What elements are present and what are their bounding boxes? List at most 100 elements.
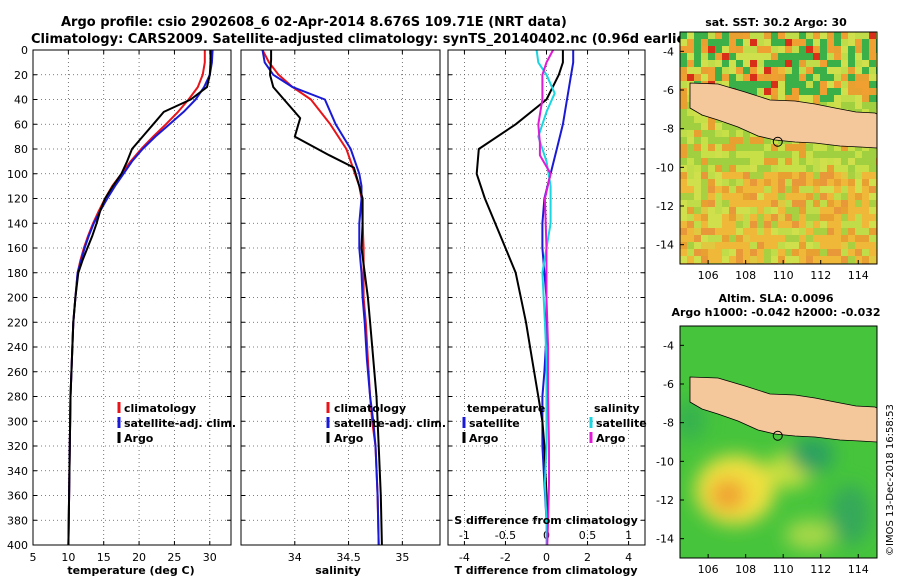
sst-cell (848, 207, 855, 214)
sst-cell (701, 221, 708, 228)
sst-cell (680, 242, 687, 249)
sst-cell (792, 249, 799, 256)
sst-cell (806, 67, 813, 74)
sst-cell (813, 95, 820, 102)
watermark: ©IMOS 13-Dec-2018 16:58:53 (885, 404, 896, 556)
sst-cell (722, 151, 729, 158)
sst-cell (806, 242, 813, 249)
sst-cell (834, 88, 841, 95)
x-tick-label: 15 (97, 551, 111, 564)
sst-cell (834, 74, 841, 81)
sst-cell (687, 228, 694, 235)
y-tick-label: 380 (7, 514, 28, 527)
sst-cell (820, 39, 827, 46)
sst-cell (855, 242, 862, 249)
sst-cell (771, 200, 778, 207)
sst-cell (743, 165, 750, 172)
sst-cell (848, 151, 855, 158)
map-y-tick-label: -8 (663, 123, 674, 136)
sst-cell (862, 165, 869, 172)
temperature-xlabel: temperature (deg C) (67, 564, 194, 577)
sst-cell (764, 60, 771, 67)
sst-cell (750, 242, 757, 249)
sst-cell (771, 53, 778, 60)
map-x-tick-label: 108 (735, 563, 756, 576)
sst-cell (806, 172, 813, 179)
sst-cell (848, 88, 855, 95)
sst-cell (736, 151, 743, 158)
sst-cell (750, 144, 757, 151)
sst-cell (806, 144, 813, 151)
map-y-tick-label: -6 (663, 84, 674, 97)
sst-cell (729, 74, 736, 81)
sst-cell (862, 214, 869, 221)
sst-cell (771, 67, 778, 74)
sst-cell (806, 32, 813, 39)
sst-cell (715, 207, 722, 214)
sst-cell (869, 214, 876, 221)
sst-cell (680, 88, 687, 95)
sst-cell (799, 60, 806, 67)
sst-cell (736, 137, 743, 144)
sst-cell (862, 88, 869, 95)
x-tick-label: 34.5 (336, 551, 361, 564)
sst-cell (869, 32, 876, 39)
sst-cell (757, 179, 764, 186)
sst-cell (708, 207, 715, 214)
sst-cell (841, 67, 848, 74)
y-tick-label: 340 (7, 465, 28, 478)
legend-label-satellite: satellite-adj. clim. (334, 417, 446, 430)
sst-cell (687, 165, 694, 172)
sst-cell (764, 207, 771, 214)
sst-cell (792, 165, 799, 172)
sst-cell (764, 67, 771, 74)
sst-cell (827, 172, 834, 179)
sst-cell (701, 165, 708, 172)
sst-cell (827, 235, 834, 242)
sst-cell (764, 235, 771, 242)
sst-cell (757, 32, 764, 39)
sst-cell (841, 179, 848, 186)
sst-cell (813, 88, 820, 95)
map-x-tick-label: 110 (773, 563, 794, 576)
sst-cell (750, 46, 757, 53)
sst-cell (785, 46, 792, 53)
y-tick-label: 220 (7, 316, 28, 329)
sst-cell (708, 214, 715, 221)
sst-cell (869, 235, 876, 242)
sst-cell (708, 67, 715, 74)
sst-cell (722, 221, 729, 228)
sst-cell (792, 158, 799, 165)
sst-cell (757, 228, 764, 235)
sst-cell (757, 256, 764, 263)
sst-cell (680, 214, 687, 221)
sst-cell (715, 165, 722, 172)
sst-cell (680, 102, 687, 109)
sst-cell (834, 144, 841, 151)
sst-cell (694, 242, 701, 249)
sst-cell (841, 81, 848, 88)
sst-cell (778, 32, 785, 39)
sst-cell (708, 46, 715, 53)
sst-cell (750, 32, 757, 39)
sst-cell (764, 165, 771, 172)
sst-cell (869, 102, 876, 109)
sst-cell (743, 39, 750, 46)
top-tick-label: -0.5 (495, 529, 516, 542)
sst-cell (841, 53, 848, 60)
sst-cell (785, 200, 792, 207)
sst-cell (771, 32, 778, 39)
sst-cell (792, 67, 799, 74)
sst-cell (855, 172, 862, 179)
sst-cell (855, 221, 862, 228)
sst-cell (708, 116, 715, 123)
sst-cell (708, 53, 715, 60)
sst-cell (722, 214, 729, 221)
sst-cell (841, 95, 848, 102)
sst-cell (715, 249, 722, 256)
sst-cell (869, 39, 876, 46)
map-x-tick-label: 106 (698, 563, 719, 576)
sst-cell (680, 228, 687, 235)
sst-cell (841, 221, 848, 228)
sst-cell (820, 60, 827, 67)
